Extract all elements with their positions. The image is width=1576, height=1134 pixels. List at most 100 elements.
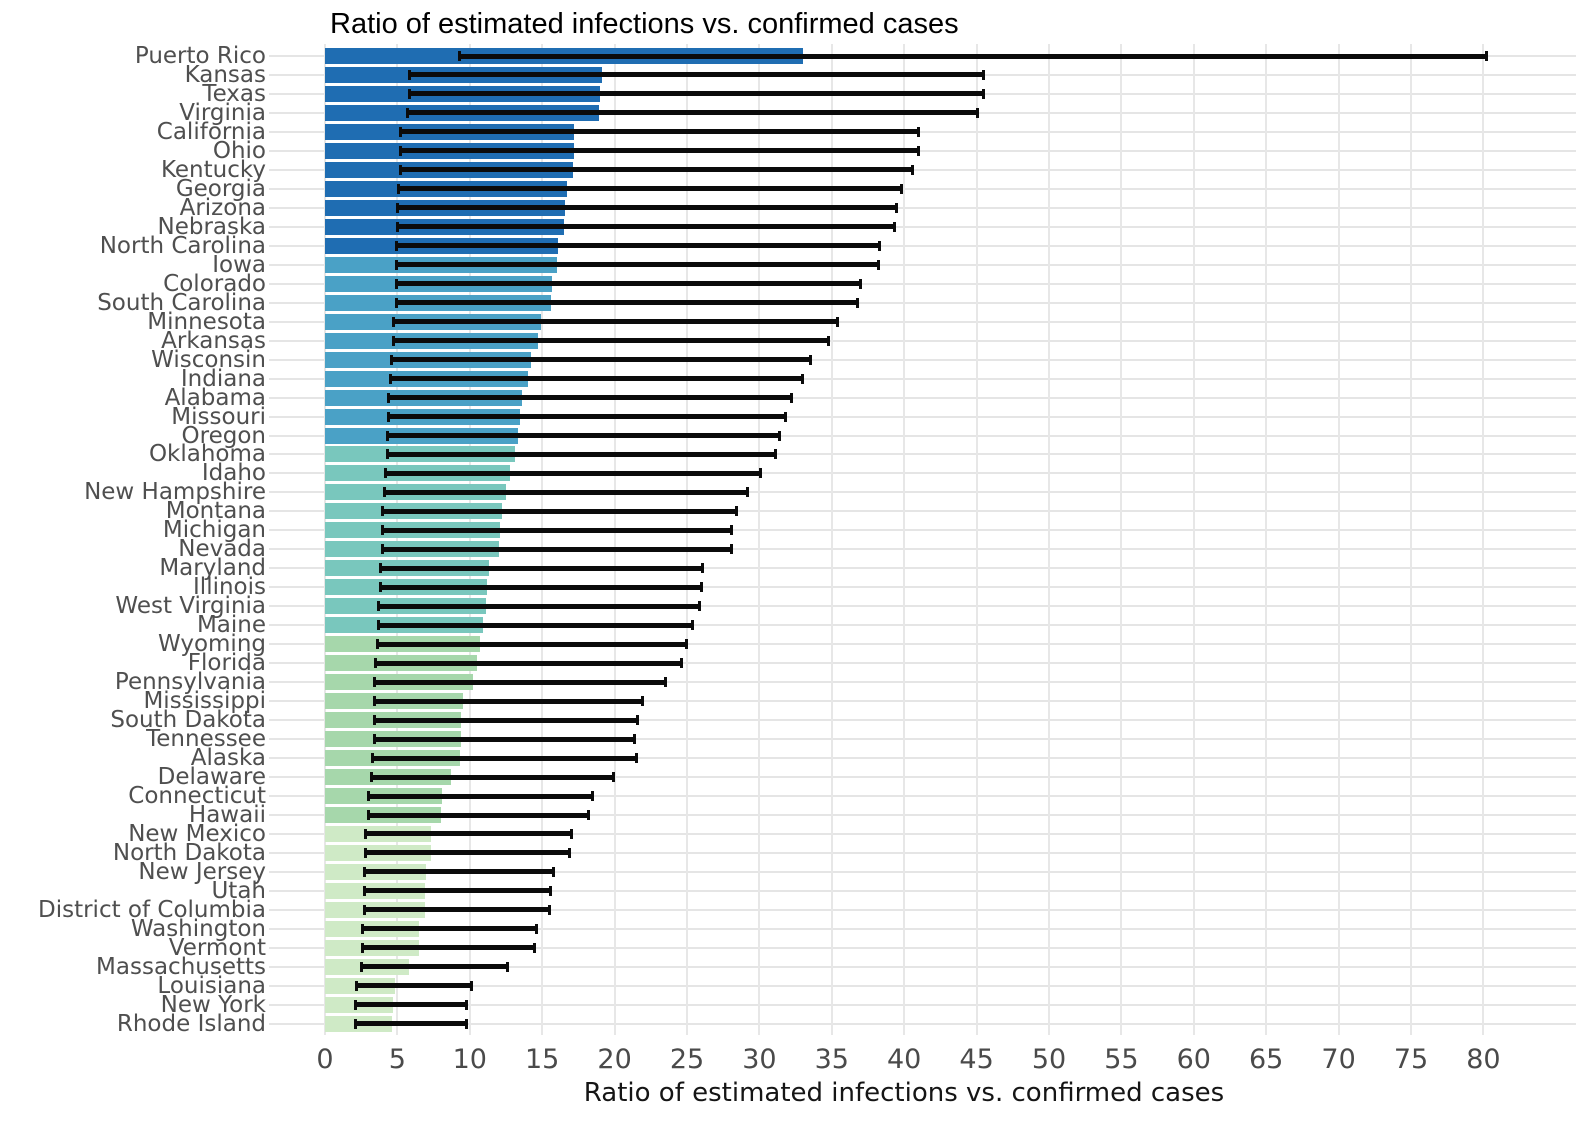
gridline-x-40 xyxy=(903,44,906,1035)
ci-line xyxy=(398,167,915,173)
ci-cap-high xyxy=(633,734,637,745)
ci-cap-high xyxy=(789,392,793,403)
ci-line xyxy=(391,319,840,325)
row-gridline xyxy=(269,206,1576,209)
ci-cap-low xyxy=(394,278,398,289)
y-axis-label: District of Columbia xyxy=(38,896,266,923)
ci-cap-high xyxy=(591,791,595,802)
ci-line xyxy=(362,869,556,875)
ci-cap-high xyxy=(663,677,667,688)
x-tick-label-10: 10 xyxy=(452,1044,487,1075)
y-axis-label: Colorado xyxy=(163,270,266,297)
y-axis-label: Nebraska xyxy=(157,213,267,240)
row-gridline xyxy=(269,244,1576,247)
ci-cap-low xyxy=(355,980,359,991)
x-tick-label-75: 75 xyxy=(1393,1044,1429,1075)
x-tick-label-65: 65 xyxy=(1249,1044,1284,1075)
ci-line xyxy=(394,300,860,306)
ci-line xyxy=(395,205,899,211)
ci-line xyxy=(371,755,638,761)
ci-line xyxy=(395,224,896,230)
ci-cap-low xyxy=(381,525,385,536)
y-axis-label: Massachusetts xyxy=(96,953,266,980)
row-gridline xyxy=(269,339,1576,342)
ci-cap-low xyxy=(398,145,402,156)
gridline-x-15 xyxy=(541,44,544,1035)
ci-line xyxy=(372,679,667,685)
ci-cap-high xyxy=(734,506,738,517)
ci-cap-high xyxy=(569,828,573,839)
ci-cap-low xyxy=(388,373,392,384)
ci-cap-low xyxy=(382,487,386,498)
row-gridline xyxy=(269,320,1576,323)
x-tick-label-70: 70 xyxy=(1321,1044,1356,1075)
ci-cap-low xyxy=(372,677,376,688)
ci-cap-low xyxy=(372,696,376,707)
row-gridline xyxy=(269,377,1576,380)
ci-cap-high xyxy=(465,999,469,1010)
ci-cap-high xyxy=(783,411,787,422)
ci-line xyxy=(407,91,986,97)
ci-cap-low xyxy=(395,202,399,213)
ci-cap-high xyxy=(982,88,986,99)
row-gridline xyxy=(269,643,1576,646)
ci-cap-low xyxy=(361,923,365,934)
ci-cap-high xyxy=(773,449,777,460)
ci-cap-low xyxy=(398,126,402,137)
ci-line xyxy=(377,622,695,628)
y-axis-label: Georgia xyxy=(175,175,266,202)
ci-line xyxy=(366,793,595,799)
x-tick-label-50: 50 xyxy=(1031,1044,1067,1075)
y-axis-label: Nevada xyxy=(178,536,266,563)
ci-cap-low xyxy=(394,240,398,251)
y-axis-label: Wisconsin xyxy=(151,346,266,373)
ci-cap-high xyxy=(640,696,644,707)
y-axis-label: Ohio xyxy=(212,137,266,164)
ci-cap-high xyxy=(982,69,986,80)
row-gridline xyxy=(269,187,1576,190)
ci-line xyxy=(362,888,553,894)
y-axis-label: Hawaii xyxy=(188,802,266,828)
ci-line xyxy=(397,186,903,192)
gridline-x-35 xyxy=(830,44,833,1035)
ci-cap-low xyxy=(407,88,411,99)
ci-cap-low xyxy=(387,411,391,422)
y-axis-label: Virginia xyxy=(179,99,266,126)
ci-cap-low xyxy=(381,544,385,555)
ci-cap-high xyxy=(568,847,572,858)
ci-line xyxy=(398,129,921,135)
y-axis-label: Kentucky xyxy=(160,156,266,183)
row-gridline xyxy=(269,946,1576,949)
row-gridline xyxy=(269,908,1576,911)
ci-cap-high xyxy=(976,107,980,118)
row-gridline xyxy=(269,358,1576,361)
ci-cap-low xyxy=(369,772,373,783)
y-axis-label: Louisiana xyxy=(157,972,266,999)
row-gridline xyxy=(269,282,1576,285)
ci-cap-high xyxy=(859,278,863,289)
row-gridline xyxy=(269,301,1576,304)
ci-line xyxy=(372,698,644,704)
ci-line xyxy=(381,546,734,552)
ci-cap-low xyxy=(361,942,365,953)
gridline-x-55 xyxy=(1120,44,1123,1035)
ci-line xyxy=(384,470,763,476)
row-gridline xyxy=(269,681,1576,684)
row-gridline xyxy=(269,814,1576,816)
ci-cap-low xyxy=(381,506,385,517)
ci-line xyxy=(375,641,689,647)
y-axis-label: New York xyxy=(160,991,266,1018)
ci-cap-high xyxy=(698,601,702,612)
row-gridline xyxy=(269,225,1576,228)
y-axis-label: Iowa xyxy=(212,251,266,278)
ci-line xyxy=(353,1002,469,1008)
row-gridline xyxy=(269,719,1576,722)
gridline-x-25 xyxy=(686,44,688,1035)
row-gridline xyxy=(269,795,1576,798)
y-axis-label: Texas xyxy=(202,80,266,107)
gridline-x-75 xyxy=(1410,44,1412,1035)
ci-cap-high xyxy=(836,316,840,327)
y-axis-label: Rhode Island xyxy=(116,1010,266,1037)
ci-cap-high xyxy=(899,183,903,194)
y-axis-label: Connecticut xyxy=(128,783,266,810)
